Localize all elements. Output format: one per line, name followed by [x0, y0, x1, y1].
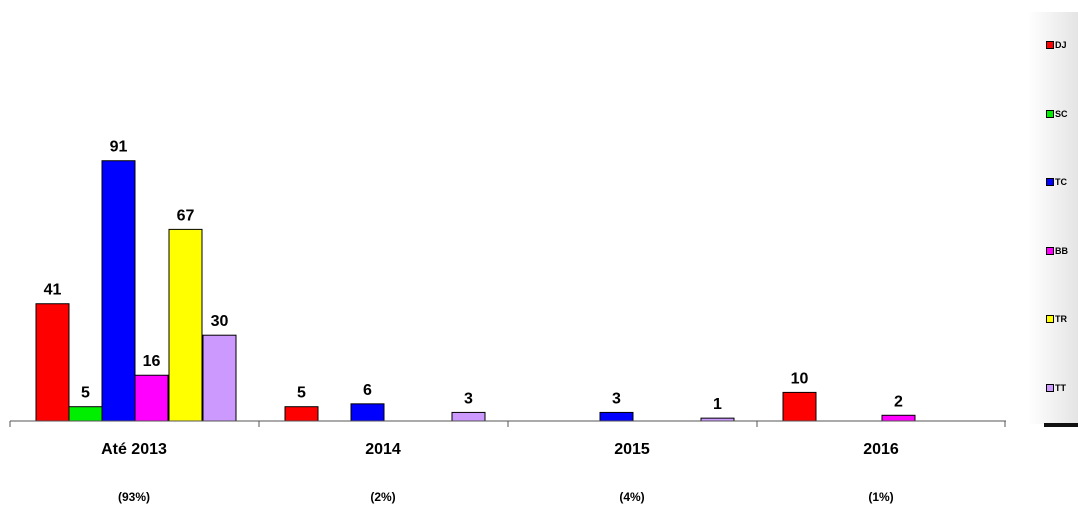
legend-swatch-dj	[1046, 41, 1054, 49]
value-label-tc-0: 91	[110, 139, 128, 156]
legend-label-tr: TR	[1055, 314, 1067, 324]
bar-tr-0	[168, 228, 203, 422]
bar-bb-0	[134, 374, 169, 422]
category-label-0: Até 2013	[101, 441, 167, 458]
category-label-3: 2016	[863, 441, 899, 458]
bars-layer	[35, 160, 916, 422]
value-label-bb-0: 16	[143, 353, 161, 370]
bar-tc-1	[350, 403, 385, 422]
value-label-sc-0: 5	[81, 385, 90, 402]
legend-item-bb: BB	[1046, 246, 1068, 256]
value-label-tt-2: 1	[713, 396, 722, 413]
value-label-tr-0: 67	[177, 207, 195, 224]
legend-swatch-tr	[1046, 315, 1054, 323]
category-label-1: 2014	[365, 441, 401, 458]
category-label-2: 2015	[614, 441, 650, 458]
bar-dj-1	[284, 406, 319, 422]
bar-tc-0	[101, 160, 136, 422]
legend-swatch-sc	[1046, 109, 1054, 118]
bar-dj-0	[35, 303, 70, 422]
value-label-dj-3: 10	[791, 370, 809, 387]
legend-swatch-tc	[1046, 178, 1054, 186]
value-labels-layer: 41 5 91 16 67 30 5 6 3 3 1 10 2	[44, 139, 903, 413]
category-sublabel-0: (93%)	[118, 490, 150, 504]
value-label-bb-3: 2	[894, 393, 903, 410]
value-label-dj-1: 5	[297, 385, 306, 402]
legend: DJ SC TC BB TR TT	[1028, 12, 1078, 424]
legend-label-sc: SC	[1055, 108, 1068, 119]
category-sublabel-3: (1%)	[868, 490, 893, 504]
bar-tc-2	[599, 411, 634, 422]
category-sublabel-2: (4%)	[619, 490, 644, 504]
legend-item-tc: TC	[1046, 177, 1067, 187]
value-label-tc-2: 3	[612, 390, 621, 407]
x-axis-ticks	[9, 421, 1006, 427]
legend-label-tt: TT	[1055, 382, 1066, 393]
value-label-tc-1: 6	[363, 382, 372, 399]
bar-tt-0	[202, 334, 237, 422]
category-sublabel-1: (2%)	[370, 490, 395, 504]
legend-item-dj: DJ	[1046, 40, 1067, 50]
bar-sc-0	[68, 406, 103, 422]
value-label-tt-1: 3	[464, 390, 473, 407]
value-label-dj-0: 41	[44, 282, 62, 299]
legend-shadow	[1044, 423, 1078, 427]
bar-dj-3	[782, 391, 817, 422]
legend-item-tt: TT	[1046, 383, 1066, 393]
legend-item-tr: TR	[1046, 314, 1067, 324]
legend-label-dj: DJ	[1055, 40, 1067, 50]
legend-label-tc: TC	[1055, 177, 1067, 187]
legend-swatch-bb	[1046, 246, 1054, 255]
legend-swatch-tt	[1046, 383, 1054, 392]
legend-item-sc: SC	[1046, 109, 1068, 119]
bar-tt-1	[451, 411, 486, 422]
bar-bb-3	[881, 414, 916, 422]
legend-label-bb: BB	[1055, 245, 1068, 256]
value-label-tt-0: 30	[211, 313, 229, 330]
category-labels-layer: Até 2013 (93%) 2014 (2%) 2015 (4%) 2016 (1%)	[101, 441, 899, 504]
